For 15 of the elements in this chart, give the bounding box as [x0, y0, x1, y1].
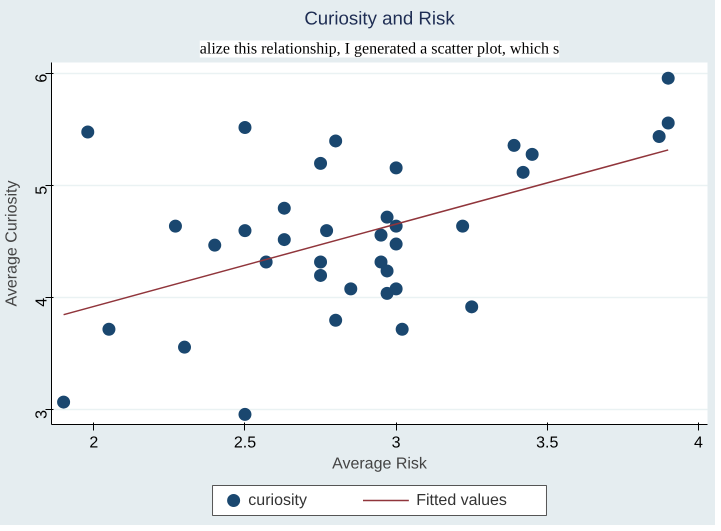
y-tick-label: 5 — [34, 186, 50, 195]
y-tick-label: 3 — [34, 410, 50, 419]
x-tick-label: 3 — [392, 434, 401, 452]
x-tick-label: 2 — [89, 434, 98, 452]
x-tick-label: 4 — [694, 434, 703, 452]
chart-title: Curiosity and Risk — [304, 8, 456, 28]
y-axis-title: Average Curiosity — [4, 180, 20, 306]
y-tick-label: 4 — [34, 298, 50, 307]
legend-label: curiosity — [248, 492, 307, 509]
y-tick-label: 6 — [34, 74, 50, 83]
x-tick-label: 3.5 — [536, 434, 558, 452]
x-tick-label: 2.5 — [234, 434, 256, 452]
text: alize this relationship, I generated a scatter plot, which s — [200, 40, 560, 58]
legend-label: Fitted values — [416, 492, 507, 509]
x-axis-title: Average Risk — [332, 456, 428, 472]
